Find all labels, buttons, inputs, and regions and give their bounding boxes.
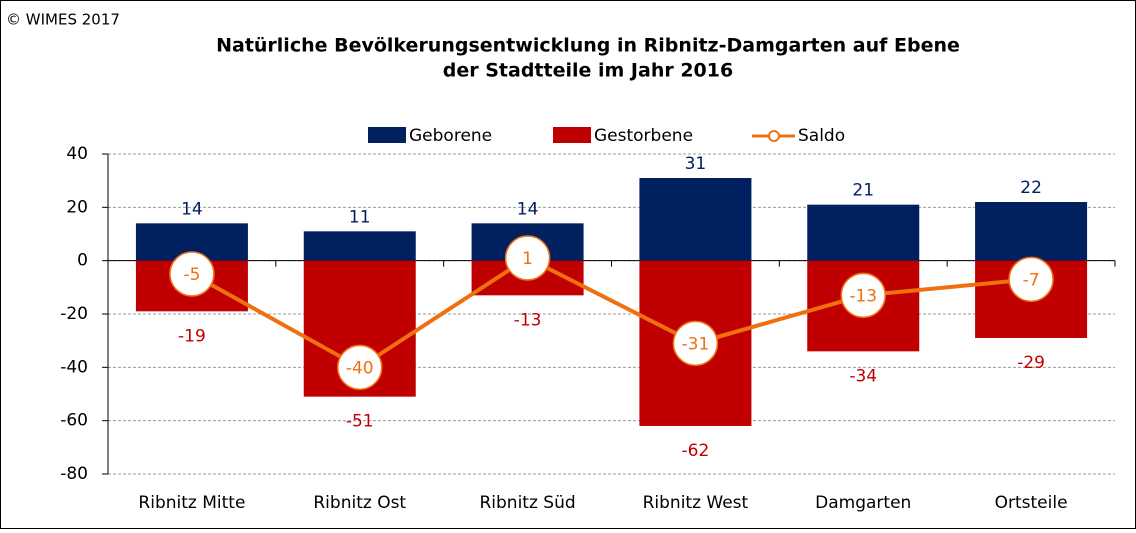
y-tick-label: 0	[77, 251, 88, 271]
x-tick-label: Ribnitz Mitte	[138, 493, 245, 513]
credit: © WIMES 2017	[6, 11, 120, 29]
x-tick-label: Ribnitz Süd	[479, 493, 575, 513]
data-label: -13	[849, 286, 877, 306]
data-label: -19	[178, 326, 206, 346]
bar	[975, 202, 1088, 261]
data-label: -51	[346, 412, 374, 432]
chart-title: der Stadtteile im Jahr 2016	[443, 60, 733, 82]
data-label: 31	[685, 154, 707, 174]
marker	[169, 251, 215, 297]
legend-swatch	[368, 127, 406, 143]
x-tick-label: Ribnitz West	[643, 493, 749, 513]
x-tick-label: Ortsteile	[995, 493, 1068, 513]
x-tick-label: Damgarten	[815, 493, 911, 513]
data-label: 1	[522, 249, 533, 269]
data-label: 14	[181, 199, 203, 219]
y-tick-label: -80	[60, 464, 88, 484]
data-label: -13	[514, 310, 542, 330]
data-label: -31	[682, 334, 710, 354]
data-label: 14	[517, 199, 539, 219]
x-tick-label: Ribnitz Ost	[313, 493, 406, 513]
marker	[1008, 256, 1054, 303]
data-label: -62	[682, 441, 710, 461]
marker	[840, 272, 886, 319]
y-tick-label: -40	[60, 357, 88, 377]
legend-label: Geborene	[409, 126, 492, 146]
legend-label: Saldo	[798, 126, 845, 146]
y-tick-label: -60	[60, 411, 88, 431]
bar	[807, 204, 920, 261]
y-tick-label: 20	[66, 197, 88, 217]
legend-swatch	[768, 130, 780, 142]
data-label: -5	[183, 265, 200, 285]
line	[190, 255, 1032, 370]
data-label: -34	[849, 366, 877, 386]
data-label: 22	[1020, 178, 1042, 198]
y-tick-label: 40	[66, 144, 88, 164]
legend-label: Gestorbene	[594, 126, 693, 146]
chart-title: Natürliche Bevölkerungsentwicklung in Ri…	[216, 35, 960, 57]
bar	[303, 231, 416, 261]
marker	[504, 235, 551, 281]
legend-swatch	[553, 127, 591, 143]
data-label: -7	[1023, 270, 1040, 290]
bar	[639, 178, 752, 261]
data-label: -29	[1017, 353, 1045, 373]
data-label: -40	[346, 358, 374, 378]
data-label: 21	[852, 181, 874, 201]
marker	[672, 320, 719, 367]
data-label: 11	[349, 207, 371, 227]
marker	[337, 344, 383, 391]
y-tick-label: -20	[60, 304, 88, 324]
